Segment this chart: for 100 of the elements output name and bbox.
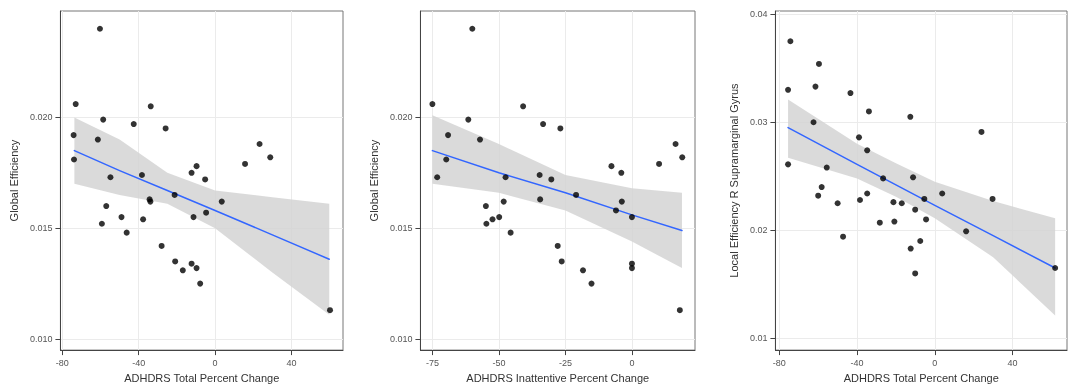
point [94, 136, 101, 143]
point [921, 195, 928, 202]
point [812, 83, 819, 90]
point [123, 229, 130, 236]
point [540, 121, 547, 128]
point [618, 198, 625, 205]
x-tick-label: 0 [629, 357, 635, 368]
point [880, 175, 887, 182]
y-tick-label: 0.010 [29, 334, 53, 345]
point [912, 206, 919, 213]
point [557, 125, 564, 132]
point [203, 209, 210, 216]
y-tick-label: 0.015 [29, 223, 53, 234]
point [939, 190, 946, 197]
point [469, 25, 476, 32]
point [978, 128, 985, 135]
y-tick-label: 0.020 [389, 112, 413, 123]
point [218, 198, 225, 205]
x-tick-label: -40 [132, 357, 146, 368]
point [172, 258, 179, 265]
y-axis-title: Local Efficiency R Supramarginal Gyrus [727, 82, 740, 278]
y-tick-label: 0.010 [389, 334, 413, 345]
point [507, 229, 514, 236]
point [537, 196, 544, 203]
point [898, 200, 905, 207]
y-axis-title: Global Efficiency [7, 139, 20, 222]
point [864, 190, 871, 197]
point [162, 125, 169, 132]
point [96, 25, 103, 32]
point [579, 267, 586, 274]
x-tick-label: -40 [850, 357, 864, 368]
x-tick-label: 40 [286, 357, 297, 368]
point [917, 238, 924, 245]
point [188, 260, 195, 267]
point [477, 136, 484, 143]
point [628, 265, 635, 272]
point [98, 220, 105, 227]
line-series [73, 149, 330, 260]
point [963, 228, 970, 235]
point [548, 176, 555, 183]
point [891, 218, 898, 225]
point [672, 140, 679, 147]
point [865, 108, 872, 115]
point [147, 103, 154, 110]
point [520, 103, 527, 110]
point [190, 214, 197, 221]
point [856, 196, 863, 203]
point [910, 174, 917, 181]
point [818, 184, 825, 191]
point [907, 113, 914, 120]
point [483, 220, 490, 227]
x-tick-label: 0 [212, 357, 218, 368]
line-series [431, 149, 683, 232]
point [188, 169, 195, 176]
point [612, 207, 619, 214]
point [856, 134, 862, 141]
point [608, 163, 615, 170]
x-axis-title: ADHDRS Inattentive Percent Change [466, 371, 650, 384]
point [890, 199, 897, 206]
point [815, 192, 822, 199]
point [130, 121, 137, 128]
point [834, 200, 841, 207]
point [554, 242, 561, 249]
point [656, 160, 663, 167]
point [823, 164, 830, 171]
x-axis-title: ADHDRS Total Percent Change [124, 371, 280, 384]
point [536, 172, 543, 179]
y-axis-title: Global Efficiency [367, 139, 380, 222]
point [588, 280, 595, 287]
point [876, 219, 883, 226]
point [100, 116, 107, 123]
point [118, 214, 125, 221]
point [434, 174, 441, 181]
y-tick-label: 0.04 [749, 9, 768, 20]
y-tick-label: 0.02 [749, 225, 768, 236]
point [193, 265, 200, 272]
point [267, 154, 274, 161]
point [482, 203, 489, 210]
point [912, 270, 919, 277]
point [70, 132, 77, 139]
point [193, 163, 200, 170]
point [628, 214, 635, 221]
x-tick-label: -75 [425, 357, 439, 368]
point [676, 307, 683, 314]
y-tick-label: 0.020 [29, 112, 53, 123]
point [429, 101, 436, 108]
x-tick-label: -80 [55, 357, 69, 368]
point [327, 307, 334, 314]
point [989, 195, 996, 202]
point [138, 172, 145, 179]
point [1052, 265, 1059, 272]
point [103, 203, 110, 210]
point [256, 140, 263, 147]
point [107, 174, 114, 181]
point [171, 191, 178, 198]
point [847, 90, 854, 97]
x-tick-label: 0 [932, 357, 938, 368]
point [815, 60, 822, 67]
point [618, 169, 625, 176]
point [785, 161, 792, 168]
